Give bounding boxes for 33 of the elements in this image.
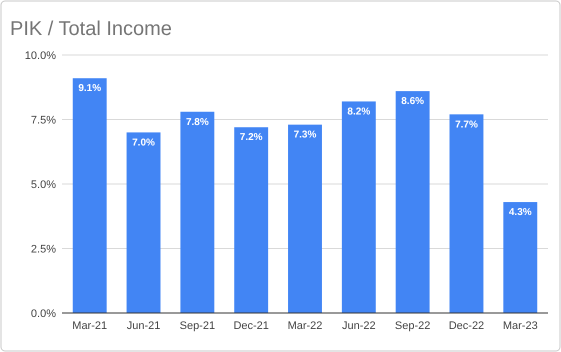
y-tick-label: 7.5%	[30, 114, 56, 126]
y-tick-label: 10.0%	[24, 50, 56, 62]
x-tick-label: Mar-23	[502, 320, 538, 332]
x-tick-label: Dec-22	[448, 320, 484, 332]
y-tick-label: 0.0%	[30, 308, 56, 320]
bar	[234, 127, 268, 313]
data-label: 7.2%	[240, 132, 263, 144]
bar	[288, 124, 322, 313]
bar	[72, 78, 107, 313]
data-label: 8.6%	[401, 96, 424, 108]
x-tick-label: Mar-21	[72, 320, 108, 332]
x-tick-label: Dec-21	[233, 320, 269, 332]
y-tick-label: 5.0%	[30, 178, 56, 191]
y-tick-label: 2.5%	[30, 243, 56, 256]
bar	[126, 132, 160, 313]
data-label: 7.8%	[186, 116, 209, 128]
data-label: 7.3%	[294, 130, 317, 141]
bar	[396, 91, 430, 313]
data-label: 7.7%	[455, 119, 478, 130]
bar	[180, 112, 214, 313]
x-tick-label: Jun-21	[126, 320, 160, 332]
x-tick-label: Mar-22	[288, 320, 322, 332]
x-tick-label: Jun-22	[342, 320, 376, 332]
data-label: 8.2%	[347, 106, 370, 118]
chart-title: PIK / Total Income	[10, 18, 172, 40]
bar	[503, 202, 538, 313]
data-label: 7.0%	[132, 137, 156, 148]
data-label: 9.1%	[78, 83, 102, 94]
bar	[342, 101, 376, 313]
x-tick-label: Sep-22	[394, 320, 430, 332]
x-tick-label: Sep-21	[180, 320, 216, 332]
data-label: 4.3%	[508, 207, 532, 218]
bar	[450, 114, 484, 313]
